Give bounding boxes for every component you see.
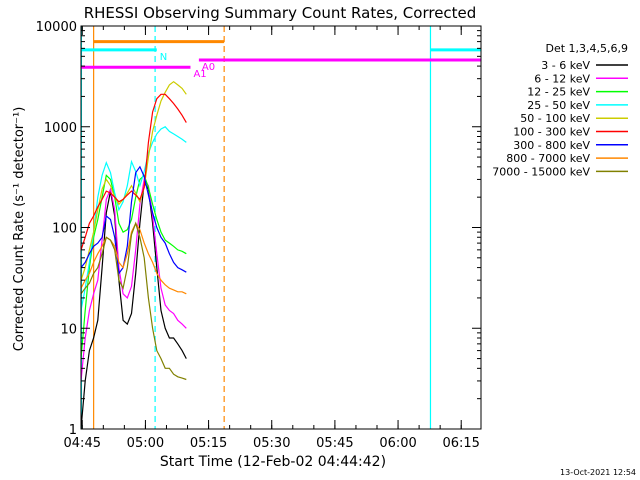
- series-line-6: [81, 165, 187, 276]
- series-line-5: [81, 93, 187, 251]
- legend-label-6: 300 - 800 keV: [513, 139, 590, 152]
- legend-label-7: 800 - 7000 keV: [506, 152, 590, 165]
- series-line-4: [81, 80, 187, 281]
- y-tick-label-4: 10000: [36, 20, 77, 35]
- state-bar-label-3: A0: [202, 62, 215, 73]
- y-tick-label-3: 1000: [44, 121, 77, 136]
- x-tick-label-0: 04:45: [64, 436, 101, 451]
- legend-title: Det 1,3,4,5,6,9: [545, 42, 628, 55]
- x-tick-label-3: 05:30: [253, 436, 290, 451]
- series-line-3: [81, 126, 187, 311]
- y-axis: 1 10 100 1000 10000: [36, 20, 481, 438]
- y-axis-label: Corrected Count Rate (s⁻¹ detector⁻¹): [12, 107, 27, 352]
- x-tick-label-5: 06:00: [379, 436, 416, 451]
- series-line-2: [81, 174, 187, 359]
- legend-label-0: 3 - 6 keV: [541, 59, 590, 72]
- legend-label-4: 50 - 100 keV: [520, 112, 590, 125]
- series-line-0: [81, 180, 187, 429]
- y-tick-label-1: 10: [60, 322, 77, 337]
- x-tick-label-1: 05:00: [127, 436, 164, 451]
- legend-label-2: 12 - 25 keV: [527, 86, 590, 99]
- state-bar-label-4: A1: [193, 69, 206, 80]
- legend-label-1: 6 - 12 keV: [534, 72, 590, 85]
- legend-label-3: 25 - 50 keV: [527, 99, 590, 112]
- x-axis-label: Start Time (12-Feb-02 04:44:42): [160, 454, 386, 470]
- x-tick-label-6: 06:15: [442, 436, 479, 451]
- state-bars: [81, 40, 481, 69]
- series-lines: [81, 80, 187, 429]
- plot-frame: [80, 25, 482, 430]
- series-line-1: [81, 177, 187, 381]
- y-tick-label-0: 1: [69, 423, 77, 438]
- chart-title: RHESSI Observing Summary Count Rates, Co…: [84, 4, 477, 22]
- x-tick-label-4: 05:45: [316, 436, 353, 451]
- footer-date: 13-Oct-2021 12:54: [560, 468, 636, 477]
- legend-label-5: 100 - 300 keV: [513, 126, 590, 139]
- x-tick-label-2: 05:15: [190, 436, 227, 451]
- legend-label-8: 7000 - 15000 keV: [492, 165, 590, 178]
- x-axis: 04:45 05:00 05:15 05:30 05:45 06:00 06:15: [64, 26, 480, 451]
- event-markers: [81, 26, 432, 429]
- series-line-8: [81, 221, 187, 381]
- y-tick-label-2: 100: [52, 222, 77, 237]
- state-bar-label-1: N: [160, 52, 167, 63]
